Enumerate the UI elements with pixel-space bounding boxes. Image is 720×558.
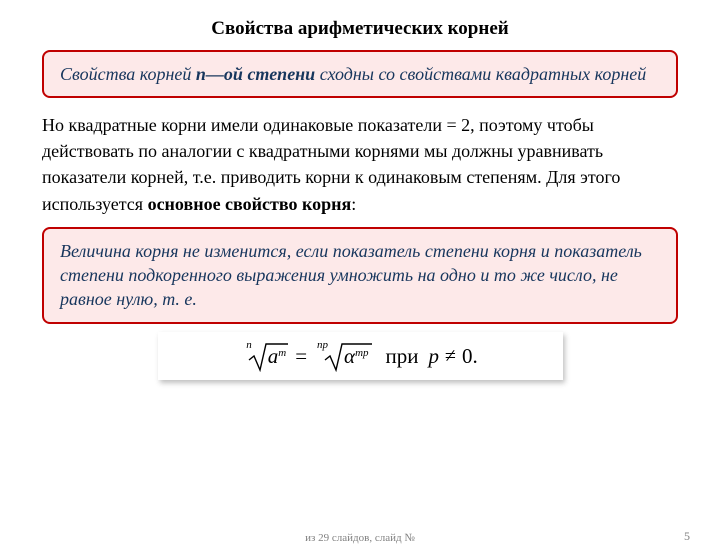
page-number: 5 (684, 529, 690, 544)
root-left: n am (242, 342, 289, 372)
footer-text: из 29 слайдов, слайд № (0, 532, 720, 544)
callout1-prefix: Свойства корней (60, 64, 196, 84)
right-exp: mp (355, 347, 368, 359)
body-paragraph: Но квадратные корни имели одинаковые пок… (42, 112, 678, 216)
callout1-suffix: сходны со свойствами квадратных корней (315, 64, 646, 84)
formula: n am = np αmp при p ≠ 0. (242, 342, 478, 372)
condition-word: при (386, 344, 419, 369)
body-after: : (351, 194, 356, 214)
right-base: α (344, 344, 355, 368)
formula-box: n am = np αmp при p ≠ 0. (158, 332, 563, 380)
page-title: Свойства арифметических корней (0, 18, 720, 40)
root-left-radicand: am (268, 344, 289, 369)
root-right: np αmp (313, 342, 371, 372)
equals: = (295, 344, 307, 369)
callout-2: Величина корня не изменится, если показа… (42, 227, 678, 324)
condition-relation: ≠ (445, 345, 456, 368)
root-right-radicand: αmp (344, 344, 371, 369)
callout-1: Свойства корней n—ой степени сходны со с… (42, 50, 678, 98)
callout1-bold: n—ой степени (196, 64, 315, 84)
condition-var: p (429, 344, 440, 369)
callout2-text: Величина корня не изменится, если показа… (60, 241, 642, 310)
left-exp: m (278, 347, 286, 359)
condition-value: 0. (462, 344, 478, 369)
body-bold: основное свойство корня (148, 194, 352, 214)
left-base: a (268, 344, 279, 368)
